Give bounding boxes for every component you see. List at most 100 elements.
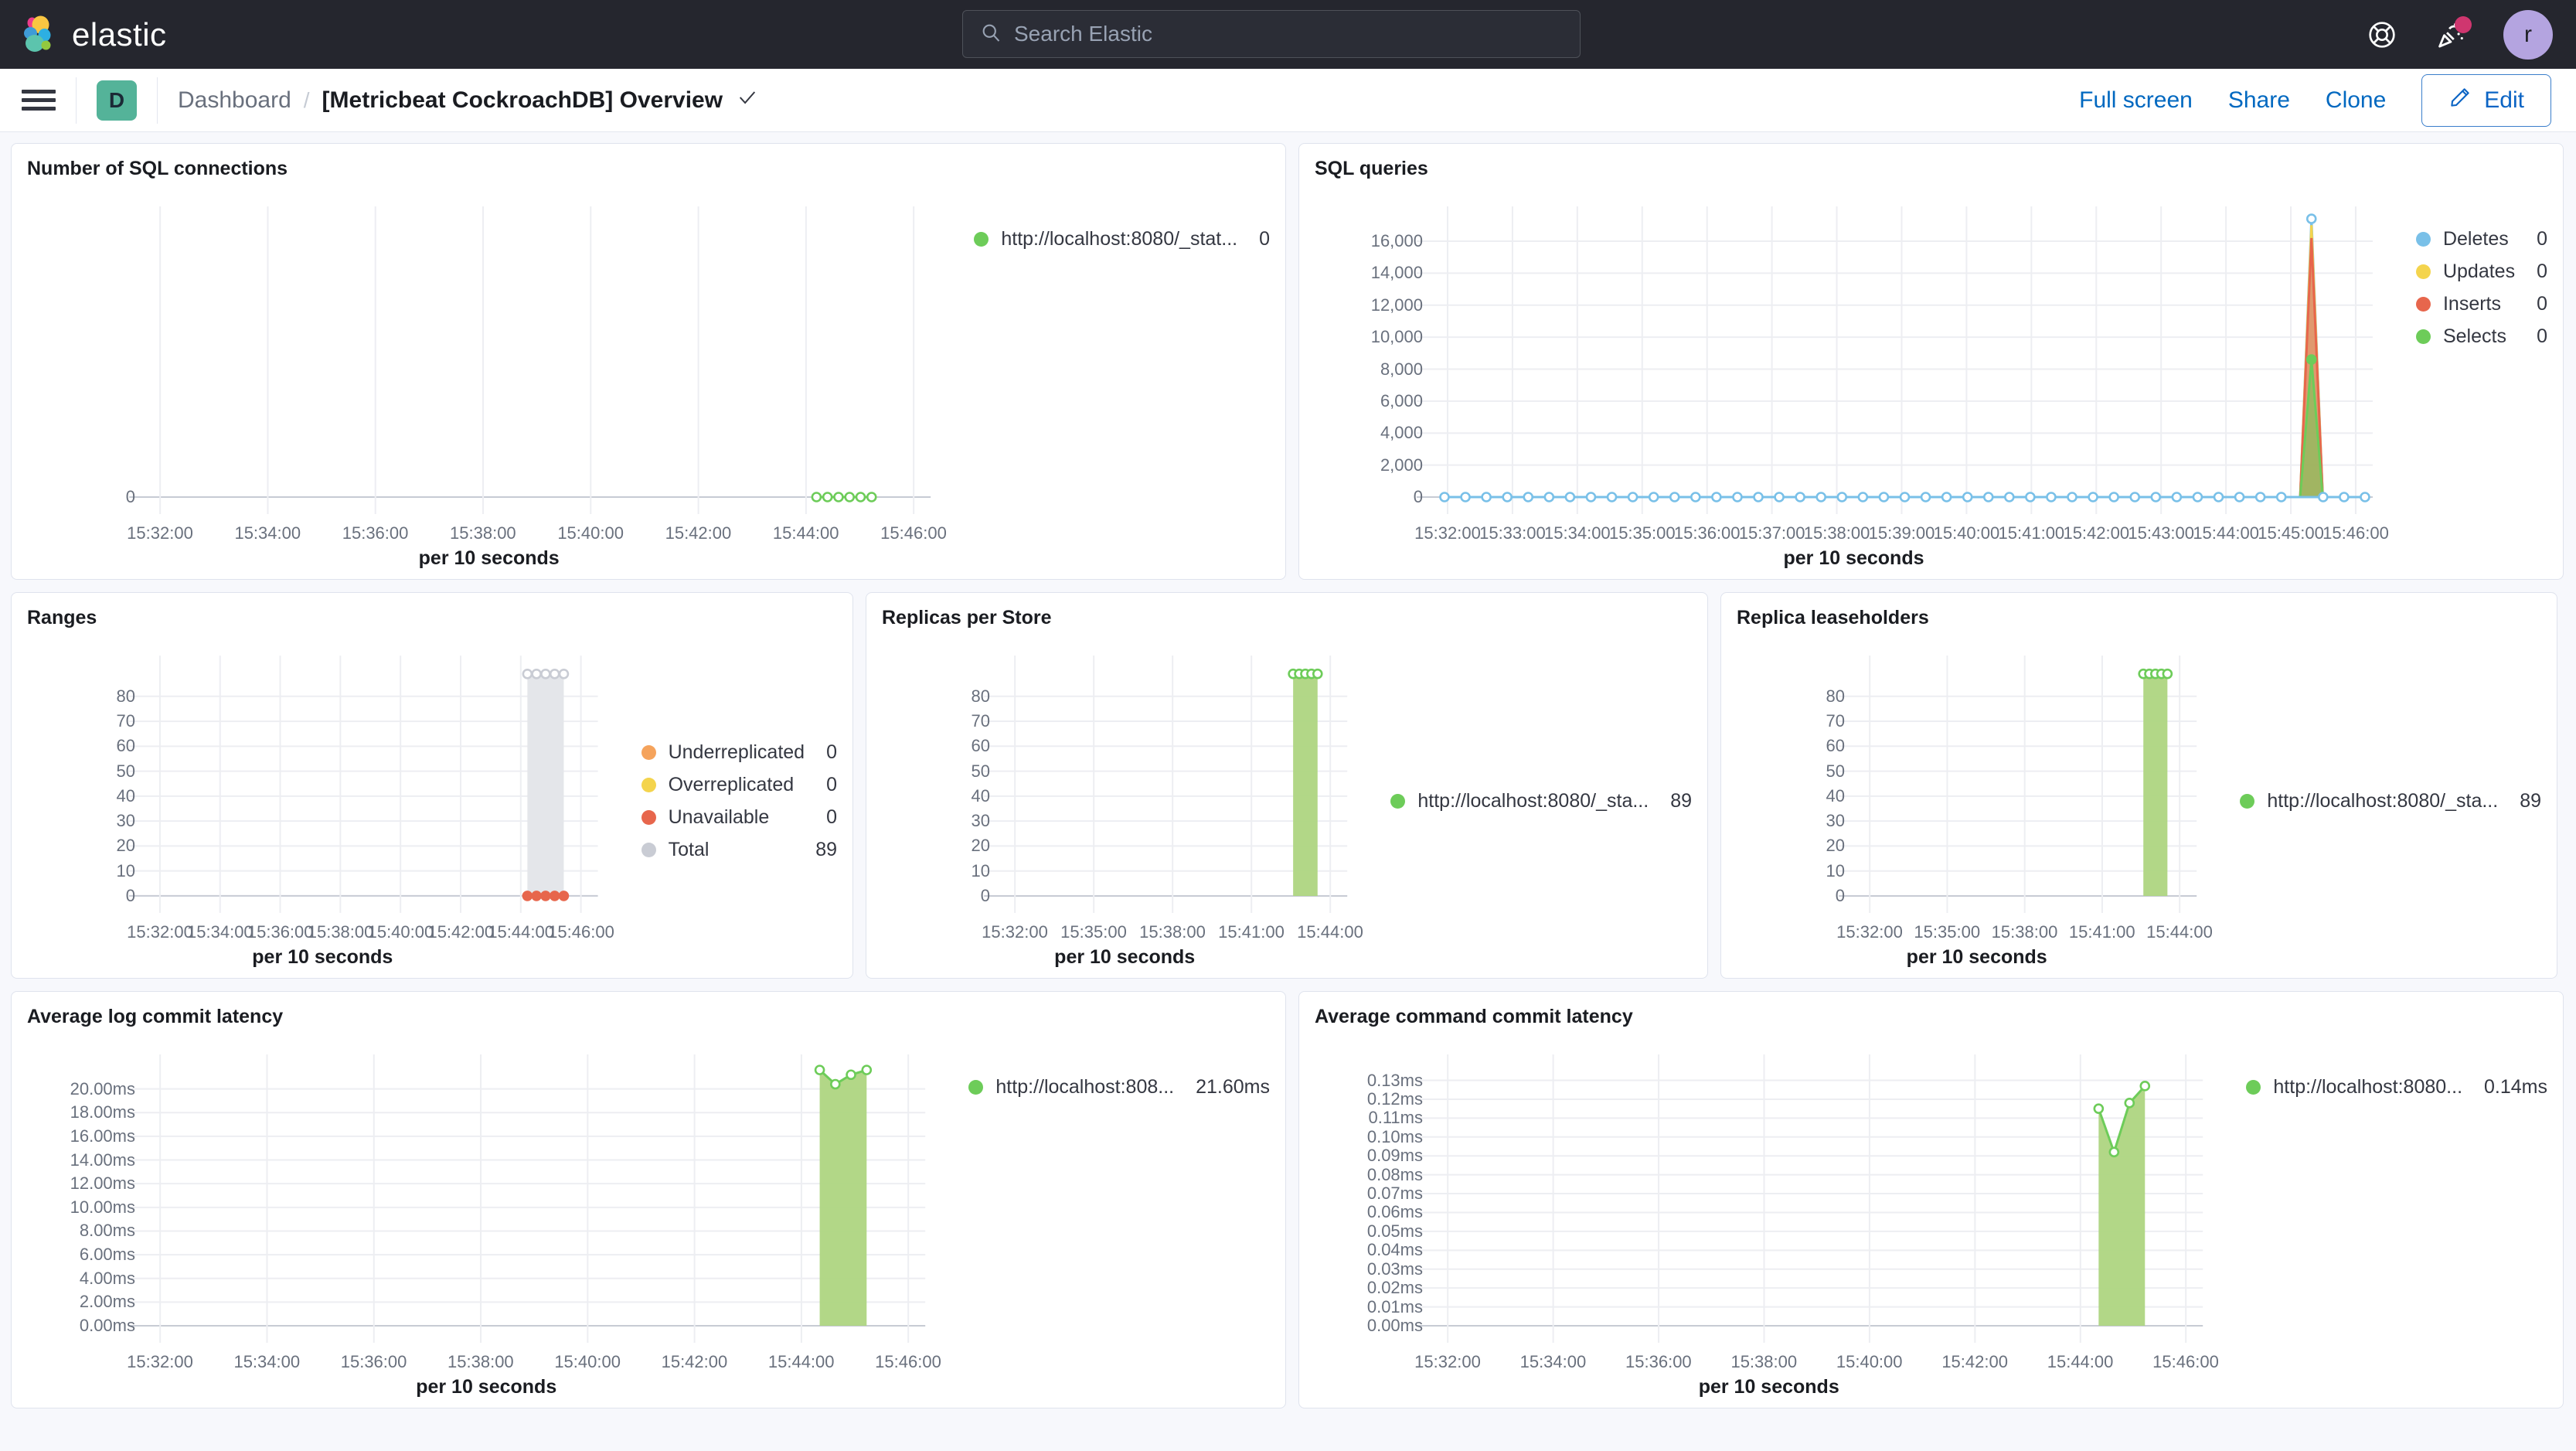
breadcrumb-bar: D Dashboard / [Metricbeat CockroachDB] O… (0, 69, 2576, 132)
dashboard-row: Average log commit latency 0.00ms 2.00ms 4… (11, 991, 2565, 1408)
chart-legend: http://localhost:8080/_sta... 89 (1367, 632, 1692, 970)
check-icon[interactable] (737, 87, 758, 114)
chart-sql-connections[interactable]: 0 15:32:00 15:34:00 15:36:00 15:38:00 15:40:0… (27, 183, 951, 571)
lifebuoy-icon[interactable] (2364, 17, 2400, 53)
legend-item[interactable]: http://localhost:8080/_sta... 89 (1390, 790, 1692, 812)
panel-ranges[interactable]: Ranges 0 10 20 30 40 50 60 70 80 15:32:00 15:34:00… (11, 592, 853, 979)
dashboard-grid: Number of SQL connections 0 15:32:00 15:34… (0, 132, 2576, 1408)
legend-color-dot (2415, 264, 2431, 279)
legend-color-dot (641, 745, 656, 760)
notification-badge (2455, 15, 2472, 33)
full-screen-button[interactable]: Full screen (2079, 87, 2193, 113)
legend-label: Overreplicated (668, 774, 795, 795)
chart-avg-command-commit-latency[interactable]: 0.00ms 0.01ms 0.02ms 0.03ms 0.04ms 0.05ms 0.06… (1315, 1031, 2223, 1400)
chart-avg-log-commit-latency[interactable]: 0.00ms 2.00ms 4.00ms 6.00ms 8.00ms 10.00ms 12.… (27, 1031, 945, 1400)
dashboard-row: Ranges 0 10 20 30 40 50 60 70 80 15:32:00 15:34:00… (11, 592, 2565, 979)
legend-item[interactable]: http://localhost:808... 21.60ms (968, 1076, 1270, 1098)
legend-item[interactable]: Total 89 (641, 839, 837, 861)
pencil-icon (2448, 86, 2472, 115)
breadcrumb-item-dashboard[interactable]: Dashboard (178, 87, 291, 113)
chart-legend: http://localhost:8080/_stat... 0 (951, 183, 1270, 571)
legend-label: Total (668, 839, 710, 860)
brand-name-label: elastic (72, 15, 167, 53)
edit-button[interactable]: Edit (2421, 74, 2551, 127)
edit-button-label: Edit (2484, 87, 2524, 113)
panel-avg-command-commit-latency[interactable]: Average command commit latency 0.00ms 0.0… (1298, 991, 2564, 1408)
panel-title: Replicas per Store (882, 607, 1052, 628)
legend-item[interactable]: Inserts 0 (2415, 293, 2547, 315)
x-axis-title: per 10 seconds (1783, 547, 1924, 569)
legend-item[interactable]: Deletes 0 (2415, 228, 2547, 250)
legend-label: Unavailable (668, 806, 770, 828)
legend-value: 89 (815, 839, 837, 860)
x-axis-title: per 10 seconds (416, 1376, 557, 1398)
divider (157, 77, 158, 124)
legend-color-dot (2415, 232, 2431, 247)
breadcrumb-separator: / (303, 87, 310, 112)
chart-sql-queries[interactable]: 0 2,000 4,000 6,000 8,000 10,000 12,000 14,000 1… (1315, 183, 2393, 571)
legend-color-dot (1390, 794, 1406, 809)
legend-item[interactable]: Updates 0 (2415, 261, 2547, 283)
panel-replica-leaseholders[interactable]: Replica leaseholders 0 10 20 30 40 50 60 70 80 15… (1720, 592, 2557, 979)
x-axis-title: per 10 seconds (1698, 1376, 1839, 1398)
panel-title: SQL queries (1315, 158, 1428, 179)
legend-item[interactable]: http://localhost:8080... 0.14ms (2246, 1076, 2547, 1098)
chart-legend: Underreplicated 0 Overreplicated 0 Unava… (618, 632, 837, 970)
legend-value: 21.60ms (1196, 1076, 1270, 1098)
legend-color-dot (2415, 329, 2431, 344)
legend-value: 0 (2537, 228, 2547, 250)
legend-label: Inserts (2442, 293, 2501, 315)
avatar-initial: r (2524, 21, 2532, 47)
legend-color-dot (641, 778, 656, 792)
app-badge-label: D (108, 87, 125, 112)
legend-value: 0 (1259, 228, 1270, 250)
legend-value: 0.14ms (2484, 1076, 2547, 1098)
chart-legend: Deletes 0 Updates 0 Inserts 0 (2393, 183, 2547, 571)
chart-legend: http://localhost:808... 21.60ms (945, 1031, 1270, 1400)
panel-title: Replica leaseholders (1737, 607, 1929, 628)
chart-replicas-per-store[interactable]: 0 10 20 30 40 50 60 70 80 15:32:00 15:35:00 15:38:0… (882, 632, 1367, 970)
x-axis-title: per 10 seconds (1054, 946, 1196, 968)
top-navigation-bar: elastic Search Elastic (0, 0, 2576, 69)
legend-label: Deletes (2442, 228, 2509, 250)
legend-color-dot (2246, 1080, 2261, 1095)
legend-item[interactable]: Selects 0 (2415, 325, 2547, 348)
avatar[interactable]: r (2503, 9, 2553, 60)
chart-ranges[interactable]: 0 10 20 30 40 50 60 70 80 15:32:00 15:34:00 15:36:0… (27, 632, 618, 970)
legend-item[interactable]: http://localhost:8080/_stat... 0 (974, 228, 1270, 250)
legend-label: Selects (2442, 325, 2506, 347)
clone-button[interactable]: Clone (2325, 87, 2387, 113)
breadcrumb: Dashboard / [Metricbeat CockroachDB] Ove… (178, 87, 758, 114)
search-icon (980, 22, 1002, 47)
legend-value: 0 (826, 806, 837, 828)
menu-toggle-icon[interactable] (22, 85, 56, 115)
legend-value: 0 (2537, 325, 2547, 347)
dashboard-actions: Full screen Share Clone Edit (2079, 69, 2551, 132)
breadcrumb-item-current[interactable]: [Metricbeat CockroachDB] Overview (322, 87, 723, 113)
app-badge[interactable]: D (97, 80, 137, 121)
legend-value: 0 (826, 741, 837, 763)
chart-replica-leaseholders[interactable]: 0 10 20 30 40 50 60 70 80 15:32:00 15:35:00 15:38:0… (1737, 632, 2217, 970)
legend-label: Underreplicated (668, 741, 805, 763)
legend-value: 89 (1670, 790, 1692, 812)
legend-value: 0 (2537, 261, 2547, 282)
legend-item[interactable]: http://localhost:8080/_sta... 89 (2240, 790, 2541, 812)
legend-color-dot (641, 810, 656, 825)
legend-value: 0 (2537, 293, 2547, 315)
legend-color-dot (2240, 794, 2255, 809)
megaphone-icon[interactable] (2434, 15, 2472, 53)
panel-sql-connections[interactable]: Number of SQL connections 0 15:32:00 15:34… (11, 143, 1286, 580)
panel-replicas-per-store[interactable]: Replicas per Store 0 10 20 30 40 50 60 70 80 15:3… (866, 592, 1708, 979)
legend-item[interactable]: Unavailable 0 (641, 806, 837, 829)
legend-label: http://localhost:808... (995, 1076, 1175, 1098)
search-input[interactable]: Search Elastic (1014, 22, 1152, 46)
panel-avg-log-commit-latency[interactable]: Average log commit latency 0.00ms 2.00ms 4… (11, 991, 1286, 1408)
divider (76, 77, 77, 124)
legend-item[interactable]: Overreplicated 0 (641, 774, 837, 796)
elastic-brand[interactable]: elastic (20, 15, 167, 54)
chart-legend: http://localhost:8080... 0.14ms (2223, 1031, 2547, 1400)
global-search[interactable]: Search Elastic (962, 10, 1581, 58)
panel-sql-queries[interactable]: SQL queries 0 2,000 4,000 6,000 8,000 10,000 1… (1298, 143, 2564, 580)
share-button[interactable]: Share (2227, 87, 2290, 113)
legend-item[interactable]: Underreplicated 0 (641, 741, 837, 764)
